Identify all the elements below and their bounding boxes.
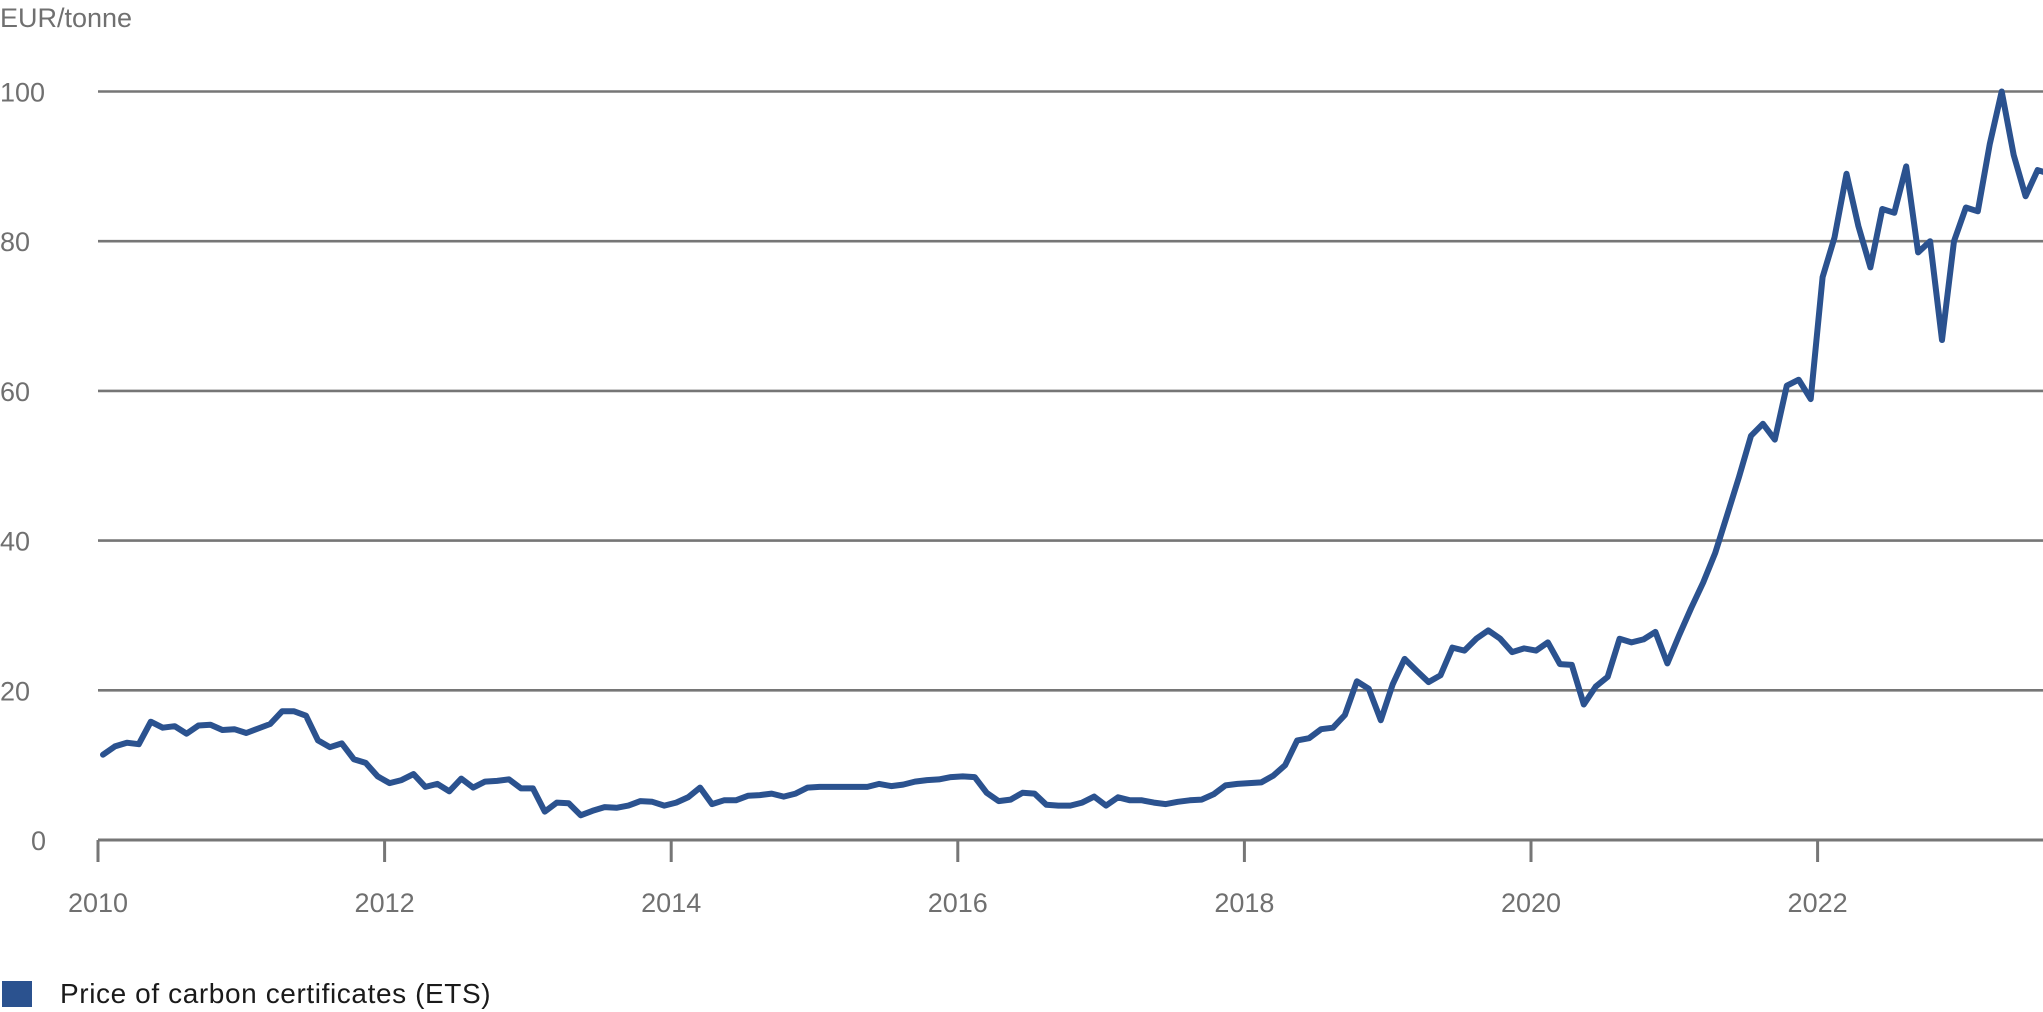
x-tick-label: 2014	[641, 888, 701, 918]
y-tick-label: 0	[31, 826, 46, 856]
x-tick-label: 2012	[355, 888, 415, 918]
legend-swatch-ets	[2, 981, 32, 1007]
x-tick-label: 2018	[1214, 888, 1274, 918]
legend-label-ets: Price of carbon certificates (ETS)	[60, 978, 492, 1009]
series-line-ets-price	[100, 88, 2043, 819]
x-tick-label: 2010	[68, 888, 128, 918]
x-axis-ticks: 2010 2012 2014 2016 2018 2020 2022	[68, 840, 1848, 918]
x-tick-label: 2016	[928, 888, 988, 918]
x-tick-label: 2022	[1788, 888, 1848, 918]
y-tick-label: 20	[0, 676, 30, 706]
y-tick-label: 60	[0, 377, 30, 407]
x-tick-label: 2020	[1501, 888, 1561, 918]
y-tick-label: 80	[0, 227, 30, 257]
legend: Price of carbon certificates (ETS)	[2, 978, 491, 1010]
y-tick-label: 40	[0, 527, 30, 557]
y-axis-unit-label: EUR/tonne	[0, 3, 132, 33]
y-axis-ticks: 0 20 40 60 80 100	[0, 78, 46, 857]
y-tick-label: 100	[0, 78, 45, 108]
gridlines	[98, 90, 2043, 692]
